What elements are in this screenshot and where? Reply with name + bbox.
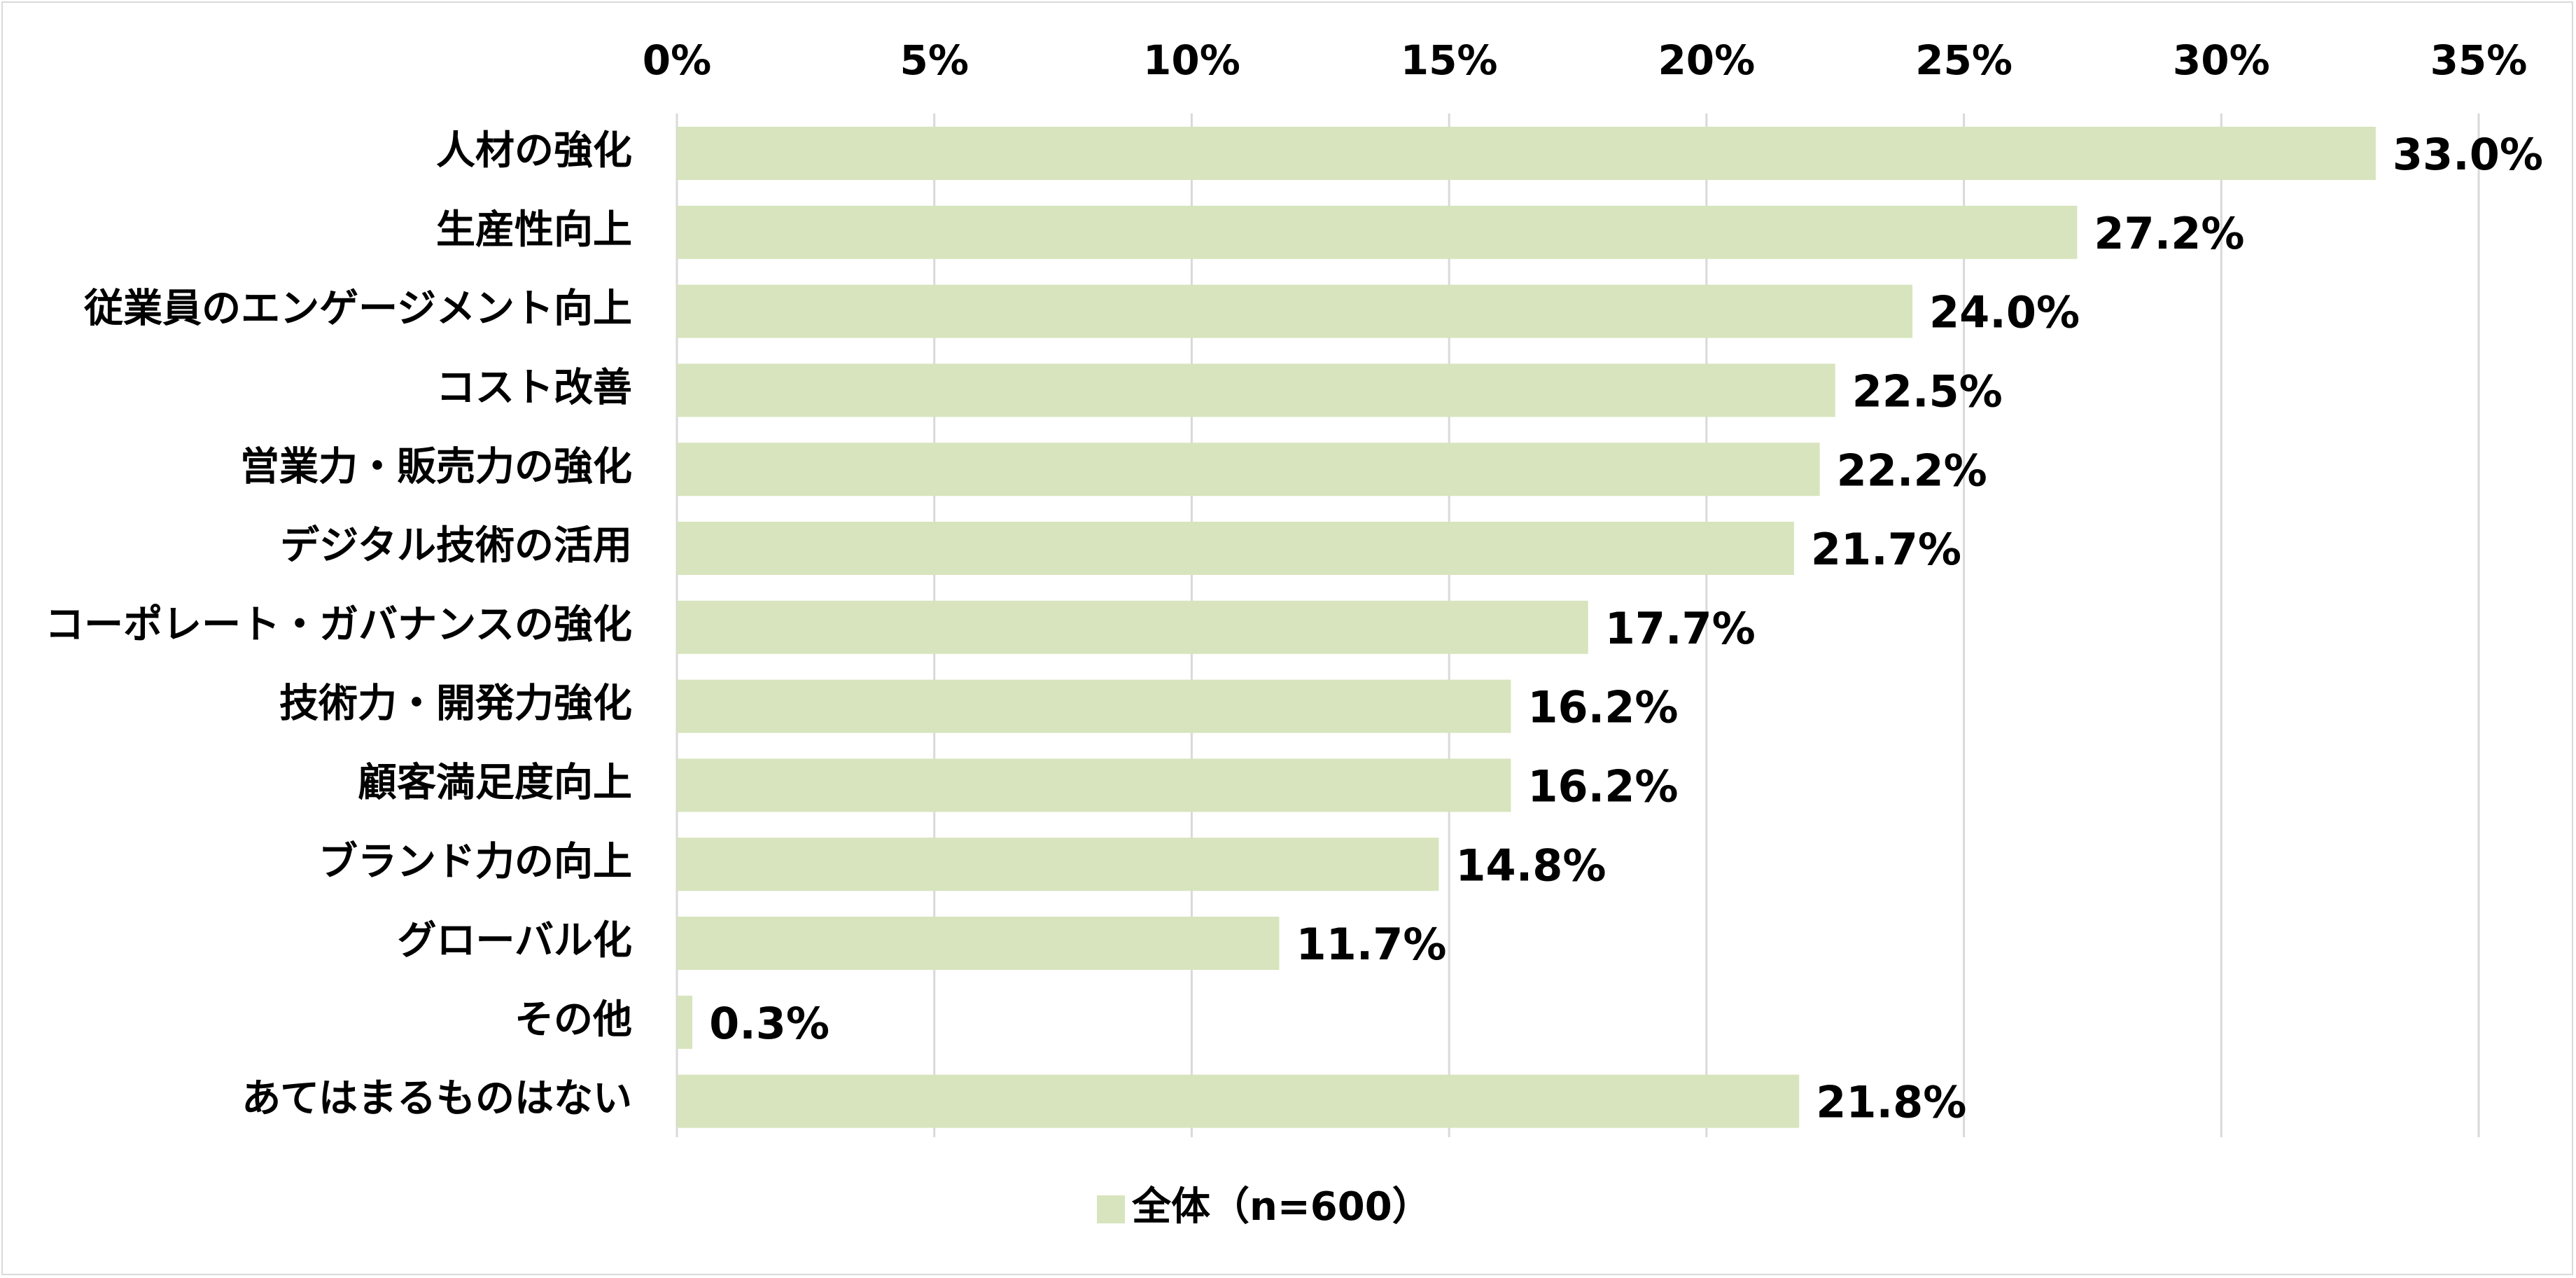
data-label: 21.8% [1816, 1077, 1966, 1128]
data-labels: 33.0% 27.2% 24.0% 22.5% 22.2% 21.7% 17.7% 16.2%… [709, 129, 2543, 1128]
category-label: 従業員のエンゲージメント向上 [83, 286, 632, 332]
category-label: コーポレート・ガバナンスの強化 [45, 602, 632, 648]
legend-swatch [1097, 1195, 1125, 1223]
x-tick-label: 25% [1915, 36, 2012, 84]
x-tick-label: 10% [1143, 36, 1240, 84]
x-tick-label: 30% [2173, 36, 2270, 84]
bar [677, 522, 1794, 575]
category-label: その他 [514, 997, 632, 1043]
bar [677, 917, 1280, 970]
data-label: 22.2% [1837, 445, 1987, 496]
category-label: デジタル技術の活用 [280, 523, 632, 569]
data-label: 33.0% [2393, 129, 2543, 180]
data-label: 21.7% [1811, 524, 1961, 575]
category-label: 技術力・開発力強化 [279, 681, 632, 727]
category-label: ブランド力の向上 [318, 839, 632, 884]
x-tick-label: 35% [2430, 36, 2528, 84]
bar [677, 838, 1439, 891]
data-label: 16.2% [1527, 682, 1678, 733]
category-label: 生産性向上 [436, 207, 632, 253]
data-label: 24.0% [1929, 287, 2080, 338]
x-axis-ticks: 0% 5% 10% 15% 20% 25% 30% 35% [643, 36, 2528, 84]
x-tick-label: 0% [643, 36, 711, 84]
data-label: 14.8% [1455, 840, 1606, 891]
legend-label: 全体（n=600） [1131, 1184, 1432, 1230]
bar [677, 363, 1835, 417]
data-label: 0.3% [709, 998, 830, 1049]
bar [677, 205, 2078, 259]
category-label: あてはまるものはない [241, 1076, 632, 1122]
bar [677, 995, 693, 1049]
x-tick-label: 5% [899, 36, 968, 84]
bar [677, 284, 1913, 338]
category-label: 営業力・販売力の強化 [240, 444, 632, 489]
bar [677, 600, 1588, 654]
legend: 全体（n=600） [1097, 1184, 1432, 1230]
data-label: 27.2% [2094, 208, 2244, 259]
category-label: グローバル化 [398, 918, 632, 964]
bar [677, 758, 1511, 812]
data-label: 16.2% [1527, 760, 1678, 812]
category-labels: 人材の強化生産性向上従業員のエンゲージメント向上コスト改善営業力・販売力の強化デ… [45, 128, 632, 1122]
data-label: 17.7% [1605, 603, 1756, 654]
category-label: 人材の強化 [436, 128, 632, 174]
data-label: 22.5% [1852, 366, 2003, 417]
category-label: コスト改善 [436, 366, 632, 411]
data-label: 11.7% [1296, 919, 1446, 970]
bar [677, 127, 2376, 180]
x-tick-label: 15% [1401, 36, 1498, 84]
category-label: 顧客満足度向上 [358, 760, 632, 806]
x-tick-label: 20% [1658, 36, 1755, 84]
bars [677, 127, 2376, 1128]
bar [677, 679, 1511, 733]
bar [677, 1074, 1800, 1128]
bar [677, 443, 1820, 496]
